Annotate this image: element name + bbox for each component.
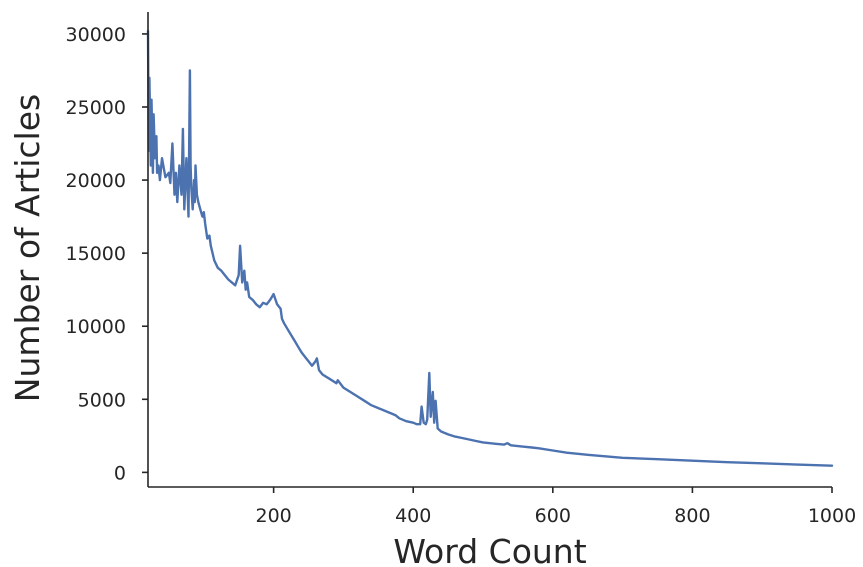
series-line-0 (146, 29, 834, 467)
x-tick-label: 600 (535, 505, 571, 527)
y-tick-label: 15000 (66, 243, 126, 265)
x-axis-title: Word Count (393, 532, 586, 567)
x-tick-label: 400 (395, 505, 431, 527)
y-tick-label: 25000 (66, 97, 126, 119)
y-tick-label: 30000 (66, 24, 126, 46)
x-tick-label: 800 (674, 505, 710, 527)
y-tick-label: 10000 (66, 316, 126, 338)
y-tick-label: 0 (114, 462, 126, 484)
x-tick-label: 1000 (808, 505, 856, 527)
x-axis-ticks: 200 400 600 800 1000 (255, 487, 856, 527)
y-axis-ticks: 0 5000 10000 15000 20000 25000 30000 (66, 24, 148, 484)
plot-area (146, 29, 834, 467)
y-tick-label: 5000 (78, 389, 126, 411)
x-tick-label: 200 (255, 505, 291, 527)
y-tick-label: 20000 (66, 170, 126, 192)
y-axis-title: Number of Articles (8, 94, 47, 402)
